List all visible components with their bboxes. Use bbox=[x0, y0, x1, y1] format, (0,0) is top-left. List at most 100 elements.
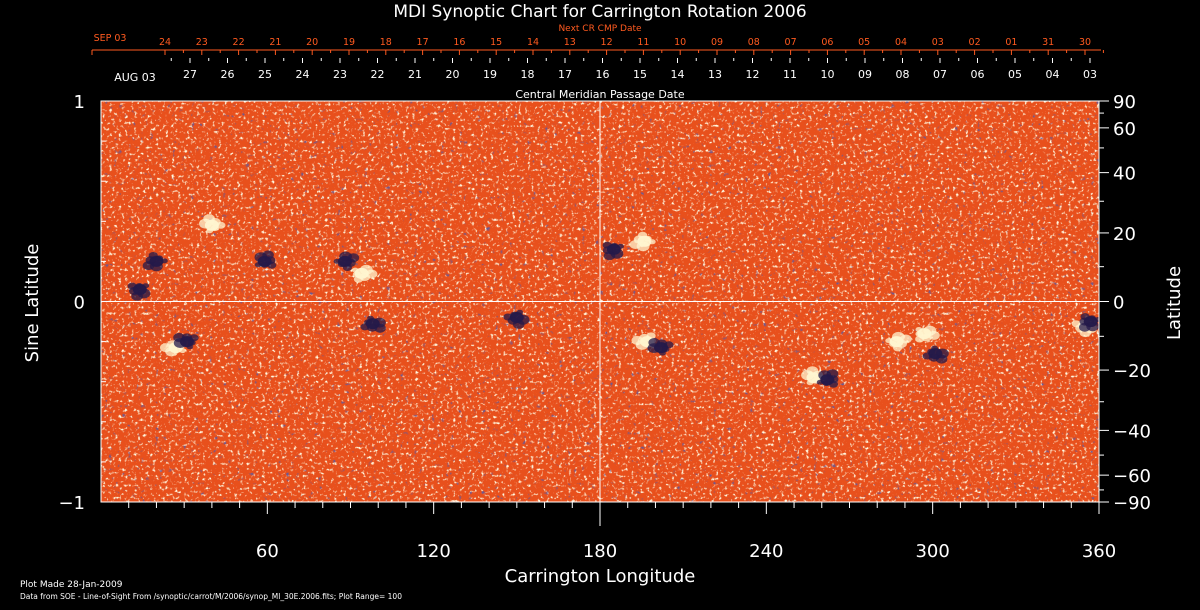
active-region-blob bbox=[659, 350, 666, 356]
active-region-blob bbox=[889, 341, 897, 347]
top-axis-tick-label: 17 bbox=[417, 37, 429, 48]
right-axis-tick-label: −60 bbox=[1113, 466, 1151, 487]
mid-axis-tick-label: 11 bbox=[783, 68, 797, 81]
active-region bbox=[602, 241, 624, 261]
top-axis-tick-label: 10 bbox=[674, 37, 686, 48]
left-axis-tick-label: −1 bbox=[58, 493, 85, 514]
active-region bbox=[254, 250, 277, 269]
active-region bbox=[915, 325, 940, 343]
active-region-blob bbox=[187, 339, 196, 346]
top-axis-tick-label: 04 bbox=[895, 37, 907, 48]
mid-axis-tick-label: 26 bbox=[221, 68, 235, 81]
active-region bbox=[127, 282, 151, 301]
active-region-blob bbox=[189, 334, 199, 342]
top-axis-tick-label: 08 bbox=[748, 37, 760, 48]
mid-axis-tick-label: 09 bbox=[858, 68, 872, 81]
right-axis-tick-label: 0 bbox=[1113, 293, 1124, 314]
active-region bbox=[333, 251, 360, 271]
active-region-blob bbox=[210, 225, 219, 232]
active-region-blob bbox=[1088, 315, 1096, 322]
active-region-blob bbox=[367, 323, 378, 332]
top-axis-tick-label: 09 bbox=[711, 37, 723, 48]
active-region bbox=[801, 366, 827, 386]
mid-axis-tick-label: 03 bbox=[1083, 68, 1097, 81]
top-axis-tick-label: 03 bbox=[932, 37, 944, 48]
active-region-blob bbox=[333, 258, 341, 264]
top-axis-ticks: 24 23 22 21 20 19 18 17 16 15 14 13 12 11 10 09 08 07 06 05… bbox=[91, 37, 1104, 55]
top-axis-tick-label: 19 bbox=[343, 37, 355, 48]
bottom-axis-tick-label: 180 bbox=[583, 541, 617, 562]
active-region-blob bbox=[610, 242, 619, 249]
mid-axis-tick-label: 12 bbox=[746, 68, 760, 81]
active-region bbox=[922, 345, 949, 364]
right-axis-ticks: 90 60 40 20 0 −20 −40 −60 −90 bbox=[1099, 92, 1151, 514]
mid-axis-tick-label: 22 bbox=[371, 68, 385, 81]
mid-axis-tick-label: 21 bbox=[408, 68, 422, 81]
top-axis-first-label: SEP 03 bbox=[94, 33, 127, 44]
top-axis-tick-label: 22 bbox=[233, 37, 245, 48]
active-region-blob bbox=[915, 335, 925, 343]
top-axis-tick-label: 20 bbox=[306, 37, 318, 48]
active-region-blob bbox=[915, 327, 923, 332]
active-region bbox=[142, 252, 168, 272]
active-region-blob bbox=[1071, 320, 1081, 328]
mid-axis-tick-label: 14 bbox=[671, 68, 685, 81]
mid-axis-ticks: 27 26 25 24 23 22 21 20 19 18 17 16 15 14 13 12 11 10 09 08… bbox=[170, 58, 1097, 81]
bottom-axis-tick-label: 60 bbox=[256, 541, 279, 562]
active-region-blob bbox=[806, 380, 814, 386]
right-axis-tick-label: 90 bbox=[1113, 92, 1136, 113]
bottom-axis-tick-label: 120 bbox=[416, 541, 450, 562]
active-region bbox=[816, 369, 839, 388]
bottom-axis-tick-label: 240 bbox=[749, 541, 783, 562]
active-region-blob bbox=[617, 243, 624, 249]
top-axis-tick-label: 07 bbox=[785, 37, 797, 48]
mid-axis-tick-label: 25 bbox=[258, 68, 272, 81]
active-region-blob bbox=[352, 271, 361, 278]
active-region-blob bbox=[135, 283, 144, 289]
active-region-blob bbox=[353, 275, 363, 283]
mid-axis-tick-label: 05 bbox=[1008, 68, 1022, 81]
active-region-blob bbox=[173, 332, 185, 342]
active-region-blob bbox=[186, 344, 194, 350]
active-region-blob bbox=[648, 239, 656, 245]
top-axis-title: Next CR CMP Date bbox=[558, 24, 642, 34]
active-region-blob bbox=[181, 333, 193, 342]
active-region-blob bbox=[602, 241, 612, 249]
x-axis-label: Carrington Longitude bbox=[505, 566, 696, 587]
active-region-blob bbox=[822, 380, 831, 387]
y-axis-label-left: Sine Latitude bbox=[22, 244, 43, 363]
active-region bbox=[173, 332, 199, 350]
y-axis-label-right: Latitude bbox=[1164, 266, 1185, 340]
active-region-blob bbox=[510, 311, 519, 318]
top-axis-tick-label: 15 bbox=[490, 37, 502, 48]
active-region-blob bbox=[1094, 317, 1099, 322]
top-axis-tick-label: 18 bbox=[380, 37, 392, 48]
active-region-blob bbox=[646, 332, 656, 340]
mid-axis-title: Central Meridian Passage Date bbox=[515, 88, 684, 101]
active-region-blob bbox=[915, 330, 924, 337]
top-axis-tick-label: 30 bbox=[1079, 37, 1091, 48]
top-axis-tick-label: 13 bbox=[564, 37, 576, 48]
bottom-axis-tick-label: 360 bbox=[1082, 541, 1116, 562]
top-axis-tick-label: 23 bbox=[196, 37, 208, 48]
active-region bbox=[885, 331, 912, 352]
active-region bbox=[503, 309, 530, 329]
active-region-blob bbox=[816, 379, 824, 385]
mid-axis-tick-label: 24 bbox=[296, 68, 310, 81]
top-axis-tick-label: 02 bbox=[969, 37, 981, 48]
active-region-blob bbox=[179, 348, 187, 354]
active-region-blob bbox=[254, 262, 262, 268]
active-region-blob bbox=[931, 345, 938, 351]
mid-axis-tick-label: 17 bbox=[558, 68, 572, 81]
top-axis-tick-label: 24 bbox=[159, 37, 171, 48]
mid-axis-tick-label: 10 bbox=[821, 68, 835, 81]
active-region-blob bbox=[161, 258, 168, 264]
active-region-blob bbox=[127, 282, 137, 290]
mid-axis-tick-label: 27 bbox=[183, 68, 197, 81]
top-axis-tick-label: 12 bbox=[601, 37, 613, 48]
mid-axis-tick-label: 20 bbox=[446, 68, 460, 81]
right-axis-tick-label: 40 bbox=[1113, 164, 1136, 185]
active-region bbox=[360, 315, 386, 333]
right-axis-tick-label: −90 bbox=[1113, 493, 1151, 514]
